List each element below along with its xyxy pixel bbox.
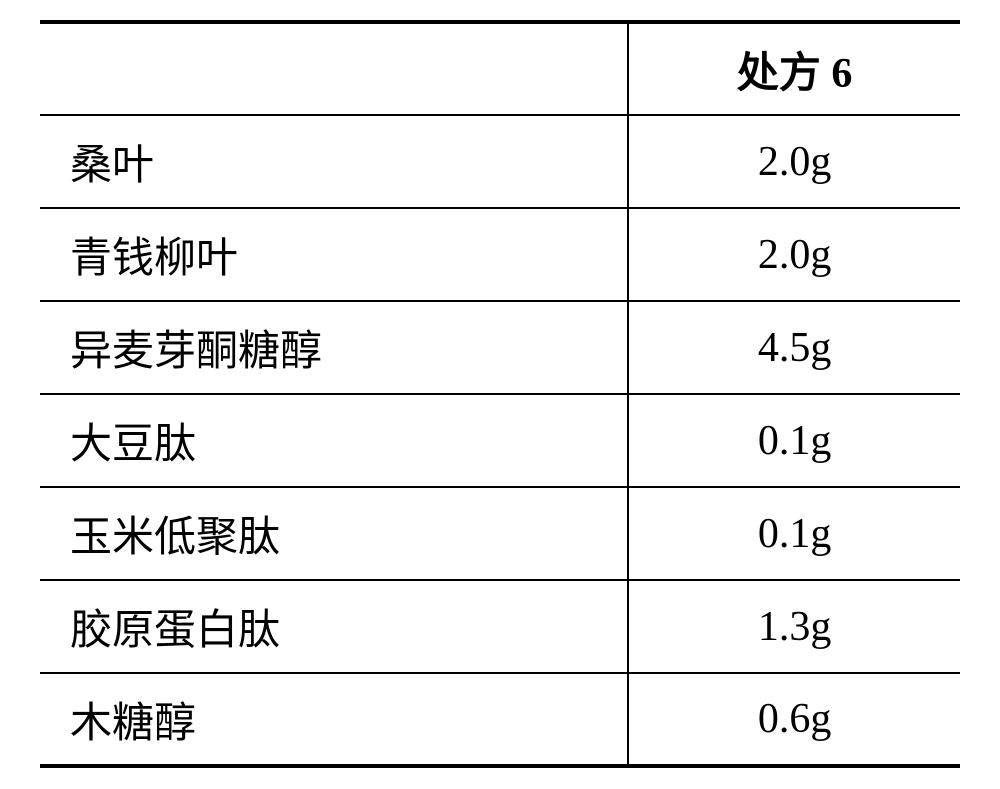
table-row: 玉米低聚肽 0.1g <box>40 487 960 580</box>
header-title-cell: 处方 6 <box>628 22 960 115</box>
header-title-number: 6 <box>831 51 852 97</box>
ingredient-label: 异麦芽酮糖醇 <box>40 301 628 394</box>
header-empty-cell <box>40 22 628 115</box>
ingredient-value: 0.1g <box>628 487 960 580</box>
table-row: 胶原蛋白肽 1.3g <box>40 580 960 673</box>
prescription-table: 处方 6 桑叶 2.0g 青钱柳叶 2.0g 异麦芽酮糖醇 4.5g 大豆肽 0… <box>40 20 960 768</box>
header-title-prefix: 处方 <box>737 51 832 97</box>
ingredient-value: 4.5g <box>628 301 960 394</box>
ingredient-label: 胶原蛋白肽 <box>40 580 628 673</box>
table-row: 异麦芽酮糖醇 4.5g <box>40 301 960 394</box>
ingredient-label: 木糖醇 <box>40 673 628 766</box>
ingredient-value: 2.0g <box>628 208 960 301</box>
ingredient-label: 大豆肽 <box>40 394 628 487</box>
table-row: 大豆肽 0.1g <box>40 394 960 487</box>
table-row: 桑叶 2.0g <box>40 115 960 208</box>
table-row: 青钱柳叶 2.0g <box>40 208 960 301</box>
table-body: 桑叶 2.0g 青钱柳叶 2.0g 异麦芽酮糖醇 4.5g 大豆肽 0.1g 玉… <box>40 115 960 766</box>
table-header-row: 处方 6 <box>40 22 960 115</box>
ingredient-value: 1.3g <box>628 580 960 673</box>
ingredient-label: 青钱柳叶 <box>40 208 628 301</box>
ingredient-value: 0.6g <box>628 673 960 766</box>
ingredient-value: 2.0g <box>628 115 960 208</box>
ingredient-label: 桑叶 <box>40 115 628 208</box>
ingredient-label: 玉米低聚肽 <box>40 487 628 580</box>
table-row: 木糖醇 0.6g <box>40 673 960 766</box>
ingredient-value: 0.1g <box>628 394 960 487</box>
